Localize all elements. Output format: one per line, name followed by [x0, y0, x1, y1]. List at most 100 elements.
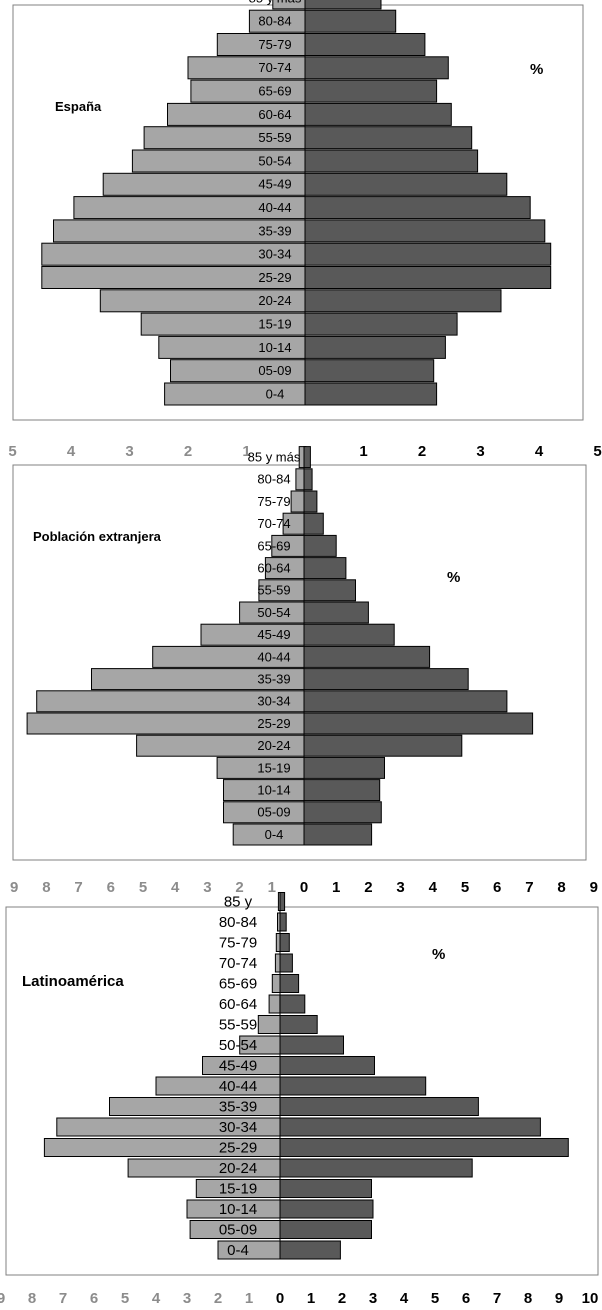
x-tick-right: 7: [525, 879, 533, 896]
age-group-label: 55-59: [219, 1016, 257, 1033]
x-tick-right: 1: [332, 879, 340, 896]
x-tick-left: 9: [0, 1290, 5, 1307]
bar-right: [279, 1199, 374, 1219]
bar-left: [295, 468, 305, 491]
bar-right: [304, 266, 552, 289]
age-group-label: 45-49: [219, 1057, 257, 1074]
x-tick-left: 4: [67, 443, 76, 460]
x-tick-left: 5: [139, 879, 147, 896]
age-group-label: 20-24: [257, 738, 290, 753]
bar-right: [279, 1015, 318, 1034]
age-group-label: 35-39: [219, 1098, 257, 1115]
x-tick-right: 10: [582, 1290, 599, 1307]
x-tick-right: 5: [593, 443, 601, 460]
age-group-label: 75-79: [257, 494, 290, 509]
x-tick-right: 9: [555, 1290, 563, 1307]
x-tick-right: 0: [276, 1290, 284, 1307]
bar-right: [304, 359, 435, 383]
bar-right: [303, 468, 313, 491]
pyramid-latin-america: 0-405-0910-1415-1920-2425-2930-3435-3940…: [0, 892, 599, 1307]
x-tick-right: 9: [590, 879, 598, 896]
bar-right: [304, 196, 531, 220]
age-group-label: 20-24: [258, 293, 291, 308]
x-tick-left: 2: [214, 1290, 222, 1307]
age-group-label: 50-54: [219, 1037, 257, 1054]
x-tick-right: 3: [369, 1290, 377, 1307]
age-group-label: 45-49: [257, 627, 290, 642]
age-group-label: 05-09: [257, 805, 290, 820]
bar-left: [271, 974, 281, 993]
bar-right: [303, 690, 508, 713]
age-group-label: 85 y: [224, 893, 253, 910]
bar-right: [303, 601, 369, 624]
age-group-label: 30-34: [219, 1119, 257, 1136]
x-tick-right: 1: [359, 443, 367, 460]
x-tick-right: 4: [400, 1290, 409, 1307]
x-tick-right: 5: [461, 879, 469, 896]
bar-right: [303, 734, 463, 757]
age-group-label: 0-4: [265, 827, 284, 842]
bar-left: [272, 0, 306, 10]
chart-title: Latinoamérica: [22, 973, 124, 990]
x-tick-left: 3: [203, 879, 211, 896]
bar-right: [303, 823, 373, 846]
x-tick-left: 5: [121, 1290, 129, 1307]
x-tick-left: 6: [90, 1290, 98, 1307]
bar-right: [304, 56, 449, 80]
age-group-label: 10-14: [257, 783, 290, 798]
bar-right: [304, 219, 546, 243]
age-group-label: 80-84: [258, 14, 291, 29]
bar-left: [268, 994, 281, 1014]
bar-right: [304, 312, 458, 336]
unit-label: %: [432, 946, 445, 963]
bar-right: [303, 623, 395, 646]
bar-right: [304, 149, 479, 173]
bar-right: [279, 1179, 372, 1198]
x-tick-right: 8: [524, 1290, 532, 1307]
x-tick-right: 0: [300, 879, 308, 896]
age-group-label: 25-29: [258, 270, 291, 285]
age-group-label: 15-19: [219, 1180, 257, 1197]
bar-right: [279, 994, 306, 1014]
bar-right: [303, 446, 311, 469]
age-group-label: 25-29: [219, 1139, 257, 1156]
bar-right: [303, 756, 385, 779]
age-group-label: 25-29: [257, 716, 290, 731]
bar-right: [303, 779, 381, 802]
age-group-label: 40-44: [258, 200, 291, 215]
bar-left: [275, 933, 281, 952]
x-tick-left: 8: [28, 1290, 36, 1307]
age-group-label: 65-69: [219, 975, 257, 992]
age-group-label: 75-79: [219, 934, 257, 951]
x-tick-left: 9: [10, 879, 18, 896]
age-group-label: 05-09: [219, 1221, 257, 1238]
bar-right: [279, 1220, 372, 1239]
x-tick-right: 2: [418, 443, 426, 460]
bar-right: [304, 335, 446, 359]
bar-right: [304, 0, 382, 10]
bar-right: [303, 534, 337, 557]
age-group-label: 55-59: [258, 130, 291, 145]
x-tick-left: 4: [171, 879, 180, 896]
bar-right: [279, 1138, 569, 1157]
chart-title: Población extranjera: [33, 529, 162, 544]
age-group-label: 65-69: [257, 538, 290, 553]
x-tick-right: 8: [557, 879, 565, 896]
age-group-label: 10-14: [219, 1201, 257, 1218]
bar-right: [303, 557, 347, 580]
age-group-label: 85 y más: [249, 0, 302, 5]
bar-right: [279, 1117, 541, 1137]
age-group-label: 70-74: [258, 60, 291, 75]
x-tick-right: 7: [493, 1290, 501, 1307]
x-tick-right: 3: [476, 443, 484, 460]
age-group-label: 10-14: [258, 340, 291, 355]
bar-right: [304, 9, 397, 33]
bar-right: [303, 579, 356, 602]
bar-right: [304, 79, 438, 103]
age-group-label: 0-4: [266, 386, 285, 401]
bar-right: [303, 512, 324, 535]
pyramid-foreign-population: 0-405-0910-1415-1920-2425-2930-3435-3940…: [10, 446, 598, 896]
x-tick-left: 5: [8, 443, 16, 460]
age-group-label: 70-74: [257, 516, 290, 531]
